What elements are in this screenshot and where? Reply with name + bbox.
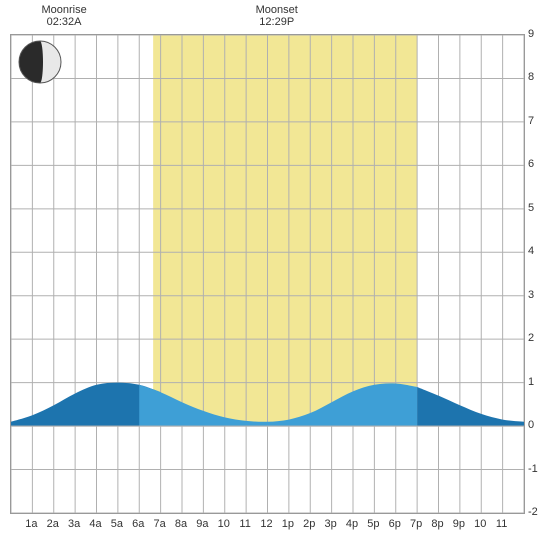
y-tick-label: -1 (528, 463, 538, 475)
chart-svg (11, 35, 524, 513)
x-tick-label: 1p (282, 518, 294, 530)
x-tick-label: 9a (196, 518, 208, 530)
x-tick-label: 11 (496, 518, 507, 530)
moonrise-label: Moonrise 02:32A (41, 4, 86, 28)
moonset-title: Moonset (256, 4, 298, 16)
y-tick-label: 3 (528, 289, 534, 301)
x-tick-label: 12 (260, 518, 272, 530)
x-tick-label: 2p (303, 518, 315, 530)
moonrise-title: Moonrise (41, 4, 86, 16)
y-tick-label: 7 (528, 115, 534, 127)
x-tick-label: 7a (154, 518, 166, 530)
y-tick-label: 4 (528, 245, 534, 257)
x-tick-label: 4a (89, 518, 101, 530)
x-tick-label: 3p (325, 518, 337, 530)
moonset-time: 12:29P (256, 16, 298, 28)
x-tick-label: 5a (111, 518, 123, 530)
moonrise-time: 02:32A (41, 16, 86, 28)
x-tick-label: 9p (453, 518, 465, 530)
x-tick-label: 10 (474, 518, 486, 530)
x-tick-label: 6a (132, 518, 144, 530)
moonset-label: Moonset 12:29P (256, 4, 298, 28)
x-tick-label: 5p (367, 518, 379, 530)
chart-plot-area (10, 34, 525, 514)
x-tick-label: 8a (175, 518, 187, 530)
x-tick-label: 3a (68, 518, 80, 530)
x-tick-label: 11 (239, 518, 250, 530)
y-tick-label: 2 (528, 332, 534, 344)
x-tick-label: 4p (346, 518, 358, 530)
tide-chart-container: Moonrise 02:32A Moonset 12:29P 1a 2a 3a 4a 5… (0, 0, 550, 550)
y-tick-label: 0 (528, 419, 534, 431)
y-tick-label: 5 (528, 202, 534, 214)
y-axis: -2-10123456789 (528, 34, 546, 514)
x-tick-label: 6p (389, 518, 401, 530)
y-tick-label: 6 (528, 158, 534, 170)
moon-phase-icon (18, 40, 62, 84)
header-labels: Moonrise 02:32A Moonset 12:29P (0, 4, 550, 32)
x-tick-label: 10 (218, 518, 230, 530)
x-tick-label: 2a (47, 518, 59, 530)
x-tick-label: 7p (410, 518, 422, 530)
y-tick-label: -2 (528, 506, 538, 518)
x-tick-label: 8p (431, 518, 443, 530)
y-tick-label: 8 (528, 71, 534, 83)
x-tick-label: 1a (25, 518, 37, 530)
y-tick-label: 9 (528, 28, 534, 40)
y-tick-label: 1 (528, 376, 534, 388)
x-axis: 1a 2a 3a 4a 5a 6a 7a 8a 9a 10 11 12 1p 2p 3p 4p 5p 6p 7p 8p… (10, 518, 525, 536)
